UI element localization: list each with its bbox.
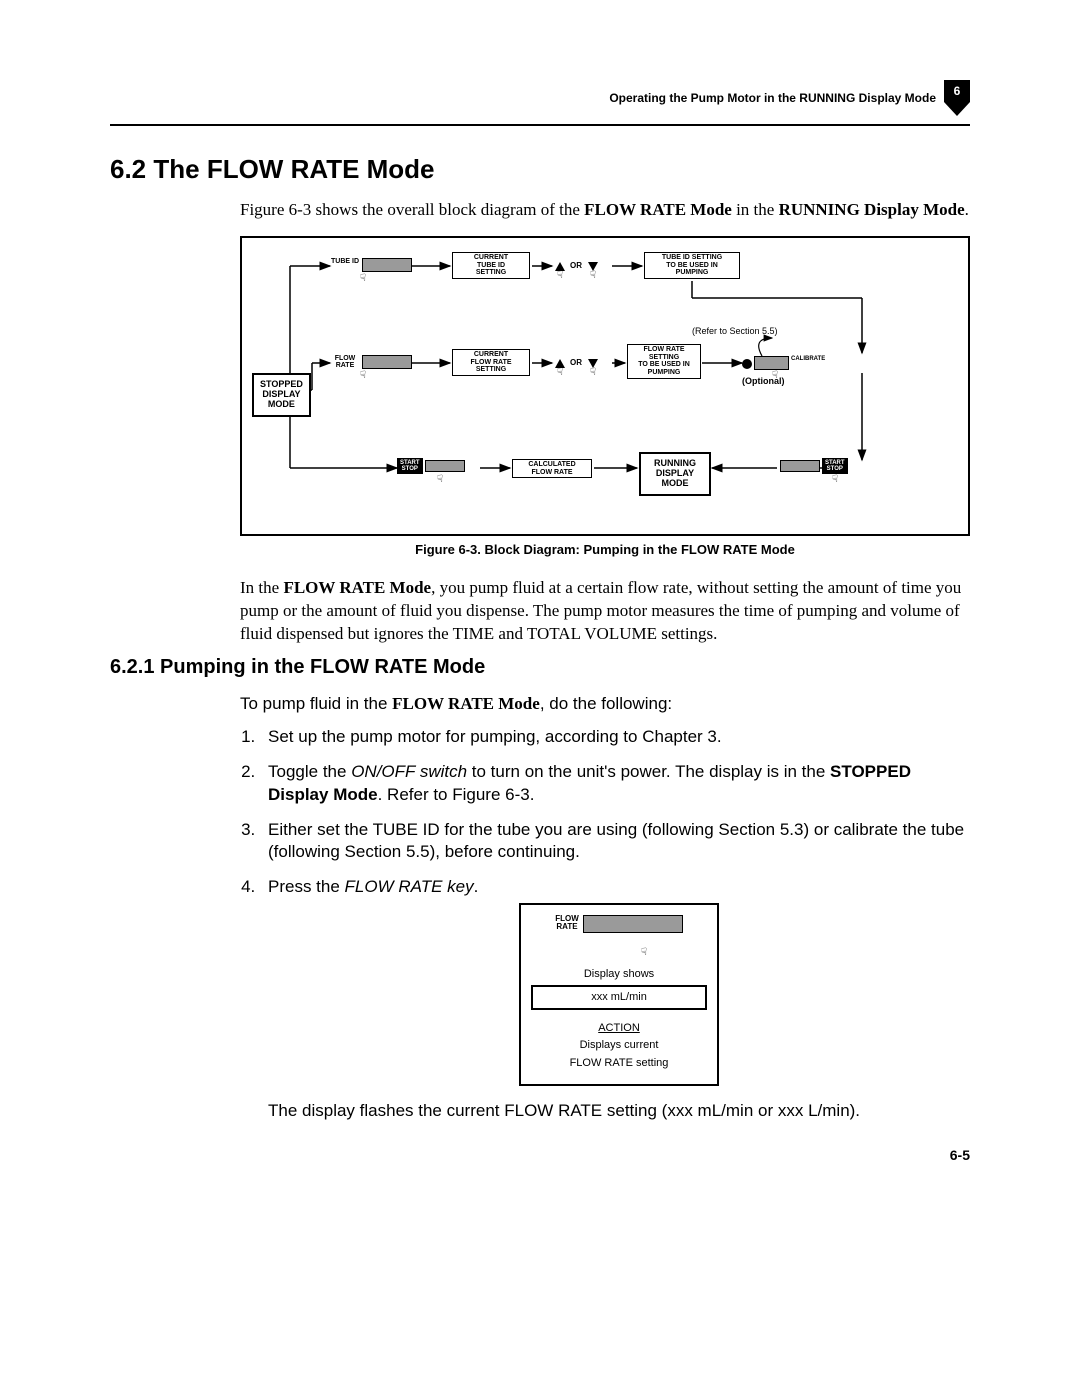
key-calibrate-label: CALIBRATE [791,356,825,362]
small-figure: FLOW RATE ☟ Display shows xxx mL/min ACT… [519,903,719,1086]
p2-b: FLOW RATE Mode [283,578,431,597]
or-label-2: OR [570,358,582,367]
node-current-tube-id: CURRENT TUBE ID SETTING [452,252,530,279]
step-2: Toggle the ON/OFF switch to turn on the … [260,761,970,807]
node-tube-id-setting: TUBE ID SETTING TO BE USED IN PUMPING [644,252,740,279]
step-3: Either set the TUBE ID for the tube you … [260,819,970,865]
s2b: ON/OFF switch [351,762,467,781]
s4a: Press the [268,877,345,896]
node-flow-rate-setting: FLOW RATE SETTING TO BE USED IN PUMPING [627,344,701,379]
small-fig-action-label: ACTION [531,1021,707,1036]
key-bar-icon [425,460,465,472]
step-1-text: Set up the pump motor for pumping, accor… [268,727,722,746]
hand-icon: ☟ [590,367,596,378]
key-bar-icon [362,258,412,272]
node-current-flow-rate: CURRENT FLOW RATE SETTING [452,349,530,376]
hand-icon: ☟ [360,273,366,284]
lead-c: , do the following: [540,694,672,713]
small-fig-display-shows: Display shows [531,967,707,982]
step-4-after: The display flashes the current FLOW RAT… [268,1100,970,1123]
key-start-stop-2: START STOP [780,458,848,474]
chapter-badge: 6 [944,80,970,116]
intro-paragraph: Figure 6-3 shows the overall block diagr… [240,199,970,222]
note-refer: (Refer to Section 5.5) [692,326,778,336]
chapter-number: 6 [944,80,970,102]
key-tube-id: TUBE ID [330,258,412,272]
node-stopped-display-mode: STOPPED DISPLAY MODE [252,373,311,417]
key-bar-icon [754,356,789,370]
lead-a: To pump fluid in the [240,694,392,713]
dot-icon [742,359,752,369]
page-header: Operating the Pump Motor in the RUNNING … [110,80,970,116]
s2a: Toggle the [268,762,351,781]
step-3-text: Either set the TUBE ID for the tube you … [268,820,964,862]
s4c: . [474,877,479,896]
figure-caption: Figure 6-3. Block Diagram: Pumping in th… [240,542,970,557]
key-start-stop-1: START STOP [397,458,465,474]
small-fig-display-value: xxx mL/min [531,985,707,1010]
intro-text-c: in the [732,200,779,219]
key-calibrate: CALIBRATE [742,356,825,370]
start-stop-label: START STOP [822,458,848,474]
section-heading-6-2-1: 6.2.1 Pumping in the FLOW RATE Mode [110,656,970,679]
paragraph-2: In the FLOW RATE Mode, you pump fluid at… [240,577,970,646]
small-fig-action-1: Displays current [531,1038,707,1053]
step-4: Press the FLOW RATE key. FLOW RATE ☟ Dis… [260,876,970,1123]
key-tube-id-label: TUBE ID [330,258,360,265]
small-fig-key-label: FLOW RATE [555,915,579,931]
key-bar-icon [780,460,820,472]
start-stop-label: START STOP [397,458,423,474]
header-text: Operating the Pump Motor in the RUNNING … [609,91,936,105]
intro-bold-b: FLOW RATE Mode [584,200,732,219]
hand-icon: ☟ [590,270,596,281]
hand-icon: ☟ [641,946,647,960]
header-rule [110,124,970,126]
or-label-1: OR [570,261,582,270]
hand-icon: ☟ [772,370,778,381]
key-flow-rate: FLOW RATE [330,355,412,369]
step-1: Set up the pump motor for pumping, accor… [260,726,970,749]
intro-text-a: Figure 6-3 shows the overall block diagr… [240,200,584,219]
intro-text-e: . [965,200,969,219]
s2e: . Refer to Figure 6-3. [378,785,535,804]
node-calculated-flow-rate: CALCULATED FLOW RATE [512,459,592,478]
key-flow-rate-label: FLOW RATE [330,355,360,369]
hand-icon: ☟ [557,270,563,281]
chapter-triangle-icon [944,102,970,116]
hand-icon: ☟ [360,370,366,381]
lead-b: FLOW RATE Mode [392,694,540,713]
diagram-connectors [242,238,942,538]
hand-icon: ☟ [437,474,443,485]
lead-paragraph: To pump fluid in the FLOW RATE Mode, do … [240,693,970,716]
node-running-display-mode: RUNNING DISPLAY MODE [639,452,711,496]
figure-6-3-box: STOPPED DISPLAY MODE TUBE ID ☟ CURRENT T… [240,236,970,536]
intro-bold-d: RUNNING Display Mode [779,200,965,219]
key-bar-icon [583,915,683,933]
section-heading-6-2: 6.2 The FLOW RATE Mode [110,154,970,185]
hand-icon: ☟ [832,474,838,485]
small-fig-action-2: FLOW RATE setting [531,1056,707,1071]
s2c: to turn on the unit's power. The display… [467,762,830,781]
small-fig-key-row: FLOW RATE [531,915,707,933]
hand-icon: ☟ [557,367,563,378]
note-optional: (Optional) [742,376,785,386]
steps-list: Set up the pump motor for pumping, accor… [260,726,970,1123]
key-bar-icon [362,355,412,369]
s4b: FLOW RATE key [345,877,474,896]
page-number: 6-5 [110,1147,970,1163]
p2-a: In the [240,578,283,597]
